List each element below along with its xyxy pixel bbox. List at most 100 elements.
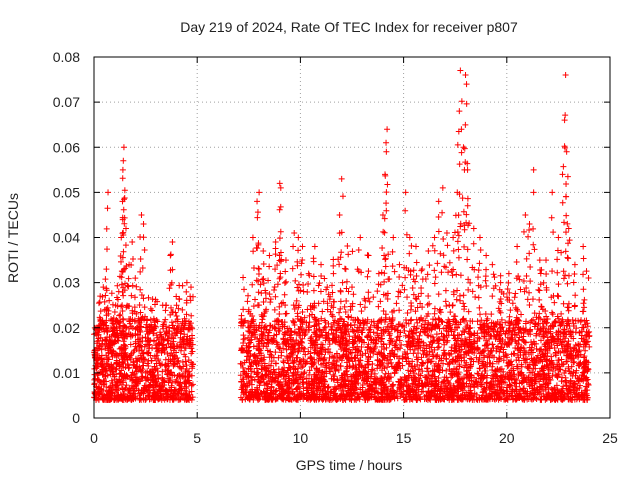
data-point-noise	[437, 250, 444, 257]
data-point-noise	[283, 346, 290, 353]
data-point	[140, 220, 147, 227]
data-point-noise	[502, 319, 509, 326]
data-point-column	[250, 303, 257, 310]
data-point-noise	[169, 379, 176, 386]
data-point-noise	[385, 360, 392, 367]
data-point	[266, 252, 273, 259]
data-point-column	[173, 312, 180, 319]
data-point	[120, 144, 127, 151]
data-point-noise	[446, 360, 453, 367]
data-point-noise	[558, 378, 565, 385]
data-point-noise	[424, 351, 431, 358]
data-point-noise	[423, 365, 430, 372]
data-point-noise	[401, 327, 408, 334]
data-point-noise	[549, 368, 556, 375]
data-point-noise	[404, 310, 411, 317]
data-point-noise	[447, 309, 454, 316]
data-point-column	[97, 308, 104, 315]
data-point-column	[254, 245, 261, 252]
data-point-noise	[274, 281, 281, 288]
data-point	[183, 279, 190, 286]
data-point-noise	[239, 360, 245, 367]
data-point-noise	[566, 237, 573, 244]
data-point-noise	[435, 340, 442, 347]
data-point-column	[133, 283, 140, 290]
data-point	[103, 266, 110, 273]
data-point-noise	[284, 336, 291, 343]
data-point-noise	[500, 368, 507, 375]
data-point	[119, 166, 126, 173]
data-point-noise	[179, 306, 186, 313]
data-point-noise	[344, 242, 351, 249]
data-point-noise	[548, 353, 555, 360]
data-point-noise	[340, 396, 347, 403]
data-point-noise	[419, 347, 426, 354]
data-point-noise	[384, 296, 391, 303]
data-point-noise	[562, 335, 569, 342]
data-point-noise	[147, 305, 154, 312]
data-point-noise	[410, 350, 417, 357]
data-point-noise	[516, 326, 523, 333]
data-point-noise	[445, 316, 452, 323]
data-point-noise	[491, 274, 498, 281]
data-point-noise	[241, 359, 248, 366]
data-point-noise	[483, 374, 490, 381]
data-point	[188, 284, 195, 291]
data-point-column	[120, 292, 127, 299]
data-point-column	[130, 256, 137, 263]
data-point-noise	[259, 362, 266, 369]
data-point-noise	[537, 270, 544, 277]
data-point-noise	[507, 307, 514, 314]
data-point-noise	[582, 347, 589, 354]
data-point-noise	[326, 341, 333, 348]
data-point-column	[276, 206, 283, 213]
data-point-noise	[258, 290, 265, 297]
data-point-noise	[281, 279, 288, 286]
data-point-noise	[175, 357, 182, 364]
data-point-noise	[338, 249, 345, 256]
data-point-noise	[281, 330, 288, 337]
data-point-noise	[370, 294, 377, 301]
data-point-noise	[127, 341, 134, 348]
data-point-noise	[240, 274, 247, 281]
data-point-noise	[343, 367, 350, 374]
data-point-noise	[159, 368, 166, 375]
data-point-noise	[512, 290, 519, 297]
data-point-noise	[154, 318, 161, 325]
data-point	[105, 189, 112, 196]
data-point-noise	[548, 309, 555, 316]
data-point-noise	[173, 349, 180, 356]
data-point-noise	[189, 381, 196, 388]
data-point-noise	[552, 319, 559, 326]
data-point-noise	[569, 372, 576, 379]
data-point-noise	[393, 337, 400, 344]
data-point-noise	[138, 291, 145, 298]
data-point-column	[120, 206, 127, 213]
data-point-noise	[280, 359, 287, 366]
data-point-noise	[267, 299, 274, 306]
data-point-noise	[408, 242, 415, 249]
data-point-noise	[273, 387, 280, 394]
data-point-noise	[562, 374, 569, 381]
data-point	[260, 248, 267, 255]
data-point-noise	[384, 364, 391, 371]
data-point-noise	[405, 361, 412, 368]
data-point-noise	[301, 369, 308, 376]
data-point-noise	[321, 324, 328, 331]
data-point-noise	[240, 306, 247, 313]
data-point-noise	[358, 308, 365, 315]
data-point-column	[255, 289, 262, 296]
data-point-noise	[513, 363, 520, 370]
data-point-noise	[546, 366, 553, 373]
data-point-noise	[399, 353, 406, 360]
data-point-noise	[540, 279, 547, 286]
data-point-column	[141, 246, 148, 253]
data-point-noise	[405, 367, 412, 374]
data-point-column	[103, 246, 110, 253]
data-point-noise	[526, 302, 533, 309]
data-point-noise	[182, 368, 189, 375]
data-point-column	[125, 283, 132, 290]
data-point-column	[167, 251, 174, 258]
data-point-noise	[330, 262, 337, 269]
data-point-noise	[475, 274, 482, 281]
